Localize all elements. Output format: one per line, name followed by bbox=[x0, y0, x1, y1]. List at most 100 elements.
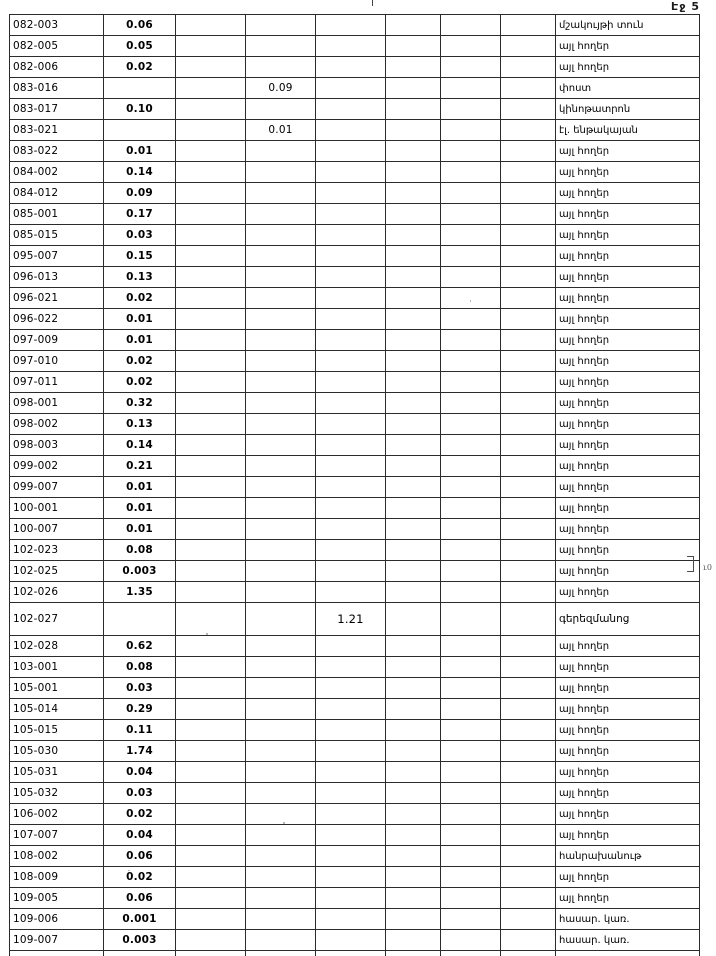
table-row: 102-025 0.003 այլ հողեր bbox=[9, 560, 700, 582]
cell-value-6 bbox=[440, 140, 501, 162]
cell-value-2 bbox=[175, 476, 246, 498]
cell-value-6 bbox=[440, 560, 501, 582]
cell-value-7 bbox=[500, 560, 556, 582]
cell-parcel-code: 098-003 bbox=[9, 434, 104, 456]
cell-value-4 bbox=[315, 14, 386, 36]
table-row: 096-013 0.13 այլ հողեր bbox=[9, 266, 700, 288]
cell-value-3 bbox=[245, 224, 316, 246]
cell-land-use-label: այլ հողեր bbox=[555, 413, 700, 435]
cell-value-5 bbox=[385, 698, 441, 720]
cell-value-2 bbox=[175, 119, 246, 141]
cell-value-6 bbox=[440, 287, 501, 309]
cell-value-7 bbox=[500, 476, 556, 498]
cell-value-3 bbox=[245, 140, 316, 162]
cell-land-use-label: հասար. կառ. bbox=[555, 908, 700, 930]
cell-value-5 bbox=[385, 677, 441, 699]
cell-value-7 bbox=[500, 887, 556, 909]
cell-value-3 bbox=[245, 887, 316, 909]
cell-value-6 bbox=[440, 56, 501, 78]
cell-value-3 bbox=[245, 635, 316, 657]
cell-value-1: 0.13 bbox=[103, 413, 176, 435]
cell-value-5 bbox=[385, 140, 441, 162]
cell-parcel-code: 109-008 bbox=[9, 950, 104, 956]
cell-parcel-code: 096-013 bbox=[9, 266, 104, 288]
cell-value-2 bbox=[175, 182, 246, 204]
cell-value-3: 0.01 bbox=[245, 119, 316, 141]
cell-value-4 bbox=[315, 581, 386, 603]
cell-value-2 bbox=[175, 908, 246, 930]
cell-parcel-code: 097-011 bbox=[9, 371, 104, 393]
cell-value-3 bbox=[245, 602, 316, 636]
cell-value-4 bbox=[315, 740, 386, 762]
cell-value-3 bbox=[245, 35, 316, 57]
cell-value-4 bbox=[315, 929, 386, 951]
cell-value-7 bbox=[500, 929, 556, 951]
cell-value-7 bbox=[500, 434, 556, 456]
cell-value-2 bbox=[175, 698, 246, 720]
land-registry-table: 082-003 0.06 մշակույթի տուն 082-005 0.05 այլ … bbox=[9, 14, 700, 956]
cell-value-5 bbox=[385, 119, 441, 141]
cell-value-4 bbox=[315, 698, 386, 720]
cell-value-2 bbox=[175, 287, 246, 309]
cell-value-1: 0.17 bbox=[103, 203, 176, 225]
cell-parcel-code: 085-001 bbox=[9, 203, 104, 225]
cell-value-5 bbox=[385, 719, 441, 741]
cell-land-use-label: այլ հողեր bbox=[555, 761, 700, 783]
table-row: 109-007 0.003 հասար. կառ. bbox=[9, 929, 700, 951]
cell-parcel-code: 083-022 bbox=[9, 140, 104, 162]
registry-table-wrapper: 082-003 0.06 մշակույթի տուն 082-005 0.05 այլ … bbox=[9, 14, 700, 956]
table-row: 095-007 0.15 այլ հողեր bbox=[9, 245, 700, 267]
cell-value-2 bbox=[175, 245, 246, 267]
page-top-tick bbox=[372, 0, 373, 6]
cell-value-7 bbox=[500, 656, 556, 678]
cell-value-1 bbox=[103, 119, 176, 141]
table-row: 082-003 0.06 մշակույթի տուն bbox=[9, 14, 700, 36]
cell-value-2 bbox=[175, 782, 246, 804]
cell-parcel-code: 102-027 bbox=[9, 602, 104, 636]
cell-value-4 bbox=[315, 413, 386, 435]
cell-value-5 bbox=[385, 392, 441, 414]
cell-value-5 bbox=[385, 14, 441, 36]
table-row: 083-016 0.09 փոստ bbox=[9, 77, 700, 99]
cell-value-1: 0.01 bbox=[103, 497, 176, 519]
cell-value-3 bbox=[245, 845, 316, 867]
table-row: 106-002 0.02 այլ հողեր bbox=[9, 803, 700, 825]
cell-value-6 bbox=[440, 539, 501, 561]
cell-value-1: 0.08 bbox=[103, 656, 176, 678]
table-row: 108-009 0.02 այլ հողեր bbox=[9, 866, 700, 888]
table-row: 102-023 0.08 այլ հողեր bbox=[9, 539, 700, 561]
cell-parcel-code: 108-002 bbox=[9, 845, 104, 867]
cell-parcel-code: 105-001 bbox=[9, 677, 104, 699]
cell-value-6 bbox=[440, 656, 501, 678]
cell-value-6 bbox=[440, 266, 501, 288]
cell-value-1: 0.02 bbox=[103, 350, 176, 372]
cell-value-5 bbox=[385, 266, 441, 288]
table-row: 102-028 0.62 այլ հողեր bbox=[9, 635, 700, 657]
cell-value-6 bbox=[440, 308, 501, 330]
cell-value-2 bbox=[175, 761, 246, 783]
cell-value-3 bbox=[245, 350, 316, 372]
cell-value-6 bbox=[440, 845, 501, 867]
cell-value-1: 0.01 bbox=[103, 518, 176, 540]
cell-value-6 bbox=[440, 950, 501, 956]
cell-parcel-code: 098-002 bbox=[9, 413, 104, 435]
cell-parcel-code: 095-007 bbox=[9, 245, 104, 267]
cell-land-use-label: այլ հողեր bbox=[555, 539, 700, 561]
cell-value-7 bbox=[500, 56, 556, 78]
registry-table-body: 082-003 0.06 մշակույթի տուն 082-005 0.05 այլ … bbox=[9, 14, 700, 956]
cell-value-5 bbox=[385, 803, 441, 825]
cell-value-2 bbox=[175, 803, 246, 825]
cell-land-use-label: այլ հողեր bbox=[555, 392, 700, 414]
cell-land-use-label: այլ հողեր bbox=[555, 56, 700, 78]
cell-value-1: 0.02 bbox=[103, 803, 176, 825]
cell-value-4 bbox=[315, 245, 386, 267]
cell-parcel-code: 102-025 bbox=[9, 560, 104, 582]
cell-land-use-label: հասար. կառ. bbox=[555, 929, 700, 951]
cell-parcel-code: 084-012 bbox=[9, 182, 104, 204]
cell-value-4 bbox=[315, 824, 386, 846]
cell-value-5 bbox=[385, 161, 441, 183]
cell-value-7 bbox=[500, 908, 556, 930]
cell-value-2 bbox=[175, 656, 246, 678]
cell-value-6 bbox=[440, 698, 501, 720]
scan-speckle bbox=[206, 633, 208, 635]
